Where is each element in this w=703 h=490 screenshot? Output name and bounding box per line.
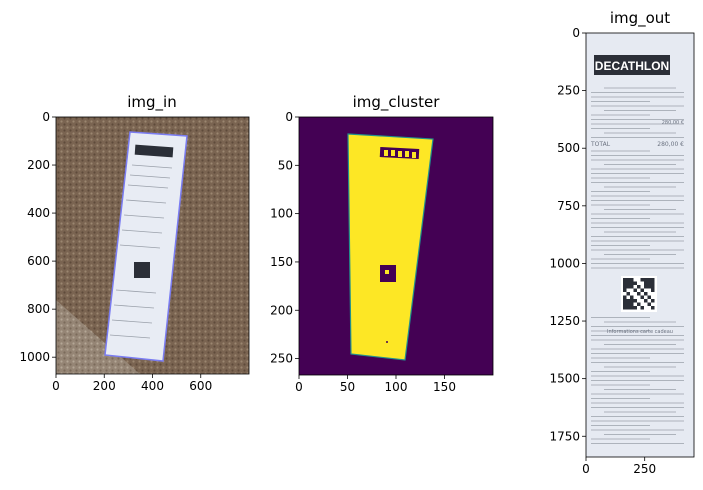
y-tick-label: 200 (270, 303, 293, 317)
output-receipt: DECATHLON TOTAL 280,00 € 280,00 € Inform… (586, 33, 694, 457)
qr-module (641, 278, 645, 282)
qr-module (644, 282, 648, 286)
y-tick-label: 50 (278, 158, 293, 172)
qr-module (648, 303, 652, 307)
qr-module (627, 285, 631, 289)
y-tick-label: 150 (270, 255, 293, 269)
x-tick-label: 50 (340, 380, 355, 394)
qr-module (648, 285, 652, 289)
qr-module (651, 285, 655, 289)
qr-module (623, 285, 627, 289)
y-tick-label: 250 (270, 352, 293, 366)
x-tick-label: 400 (141, 379, 164, 393)
y-tick-label: 0 (285, 110, 293, 124)
qr-module (623, 306, 627, 310)
qr-module (648, 296, 652, 300)
y-tick-label: 750 (557, 199, 580, 213)
y-tick-label: 1000 (549, 256, 580, 270)
y-tick-label: 400 (27, 206, 50, 220)
gift-card-heading: Informations carte cadeau (607, 329, 673, 335)
qr-module (651, 278, 655, 282)
y-tick-label: 200 (27, 158, 50, 172)
qr-module (634, 306, 638, 310)
x-tick-label: 0 (582, 462, 590, 476)
qr-module (641, 306, 645, 310)
y-tick-label: 800 (27, 302, 50, 316)
y-tick-label: 100 (270, 207, 293, 221)
y-tick-label: 0 (572, 26, 580, 40)
qr-module (651, 282, 655, 286)
x-tick-label: 150 (433, 380, 456, 394)
qr-module (630, 299, 634, 303)
y-tick-label: 1750 (549, 429, 580, 443)
qr-module (634, 289, 638, 293)
qr-module (623, 282, 627, 286)
panel-img-cluster: img_cluster 0 50 100 150 0 50 100 150 200 250 (270, 93, 493, 394)
input-photo (56, 117, 249, 374)
qr-module (634, 299, 638, 303)
x-tick-label: 600 (189, 379, 212, 393)
qr-module (623, 296, 627, 300)
qr-module (634, 282, 638, 286)
qr-module (627, 282, 631, 286)
panel-title: img_cluster (353, 93, 441, 112)
panel-title: img_in (127, 93, 176, 112)
qr-module (623, 299, 627, 303)
qr-module (651, 289, 655, 293)
subtotal-value: 280,00 € (662, 120, 684, 126)
qr-module (627, 278, 631, 282)
qr-code (134, 262, 150, 278)
qr-module (627, 292, 631, 296)
qr-module (641, 296, 645, 300)
qr-module (623, 303, 627, 307)
y-tick-label: 1000 (19, 350, 50, 364)
qr-module (630, 306, 634, 310)
qr-module (627, 299, 631, 303)
qr-module (648, 278, 652, 282)
qr-module (644, 299, 648, 303)
total-label: TOTAL (590, 141, 611, 148)
qr-module (637, 303, 641, 307)
qr-module (623, 278, 627, 282)
x-tick-label: 0 (295, 380, 303, 394)
y-tick-label: 600 (27, 254, 50, 268)
qr-module (648, 282, 652, 286)
y-tick-label: 1500 (549, 372, 580, 386)
total-value: 280,00 € (657, 141, 684, 148)
qr-module (630, 303, 634, 307)
qr-module (627, 306, 631, 310)
qr-module (630, 296, 634, 300)
qr-module (637, 292, 641, 296)
qr-module (637, 285, 641, 289)
qr-module (623, 289, 627, 293)
qr-module (627, 303, 631, 307)
x-tick-label: 0 (52, 379, 60, 393)
qr-module (630, 278, 634, 282)
y-tick-label: 0 (42, 110, 50, 124)
brand-name: DECATHLON (595, 59, 669, 73)
y-tick-label: 1250 (549, 314, 580, 328)
panel-title: img_out (610, 9, 670, 28)
qr-module (641, 289, 645, 293)
qr-module (630, 282, 634, 286)
y-tick-label: 250 (557, 84, 580, 98)
qr-module (651, 299, 655, 303)
x-tick-label: 250 (633, 462, 656, 476)
panel-img-out: img_out DECATHLON TOTAL 280,00 € 280,00 … (549, 9, 694, 476)
qr-module (630, 285, 634, 289)
qr-module (644, 292, 648, 296)
qr-module (651, 306, 655, 310)
x-tick-label: 100 (385, 380, 408, 394)
x-tick-label: 200 (93, 379, 116, 393)
qr-module (644, 278, 648, 282)
qr-module (644, 285, 648, 289)
y-tick-label: 500 (557, 141, 580, 155)
